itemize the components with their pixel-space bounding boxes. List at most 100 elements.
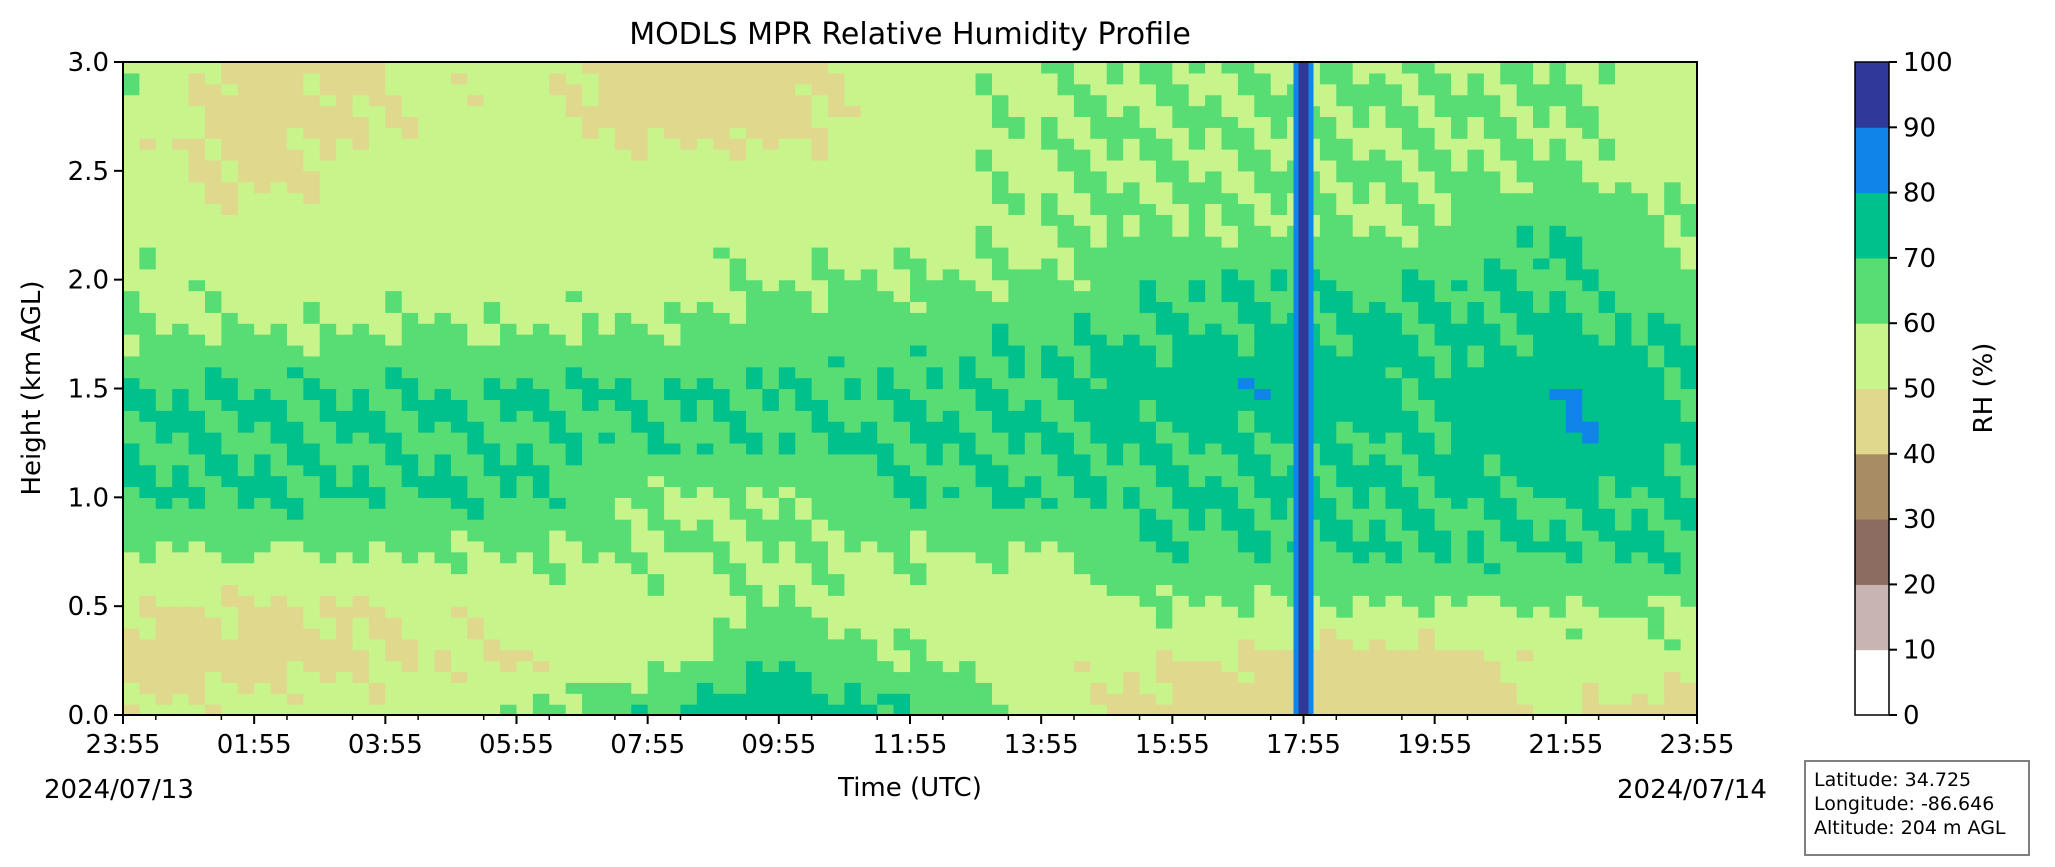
rh-cell (204, 105, 222, 118)
rh-cell (942, 573, 960, 585)
rh-cell (1057, 529, 1075, 542)
rh-cell (795, 551, 813, 564)
rh-cell (1172, 508, 1190, 520)
rh-cell (368, 508, 386, 520)
rh-cell (598, 475, 616, 488)
rh-cell (270, 693, 288, 705)
rh-cell (598, 192, 616, 205)
rh-cell (1352, 377, 1370, 390)
rh-cell (1057, 225, 1075, 237)
rh-cell (1123, 595, 1141, 607)
rh-cell (713, 159, 731, 172)
rh-cell (221, 236, 239, 248)
rh-cell (1319, 453, 1337, 466)
rh-cell (1418, 72, 1436, 85)
rh-cell (450, 116, 468, 128)
rh-cell (352, 573, 370, 585)
rh-cell (795, 127, 813, 139)
rh-cell (565, 127, 583, 139)
rh-cell (188, 704, 206, 715)
rh-cell (1221, 83, 1239, 96)
rh-cell (893, 627, 911, 640)
rh-cell (696, 377, 714, 390)
rh-cell (582, 551, 600, 564)
rh-cell (795, 247, 813, 259)
rh-cell (483, 421, 501, 433)
rh-cell (401, 366, 419, 379)
rh-cell (713, 649, 731, 662)
rh-cell (204, 279, 222, 292)
rh-cell (1090, 475, 1108, 488)
rh-cell (1205, 312, 1223, 324)
rh-cell (664, 562, 682, 575)
rh-cell (696, 551, 714, 564)
rh-cell (1418, 192, 1436, 205)
rh-cell (1123, 486, 1141, 498)
rh-cell (1385, 595, 1403, 607)
rh-cell (680, 410, 698, 422)
rh-cell (319, 138, 337, 150)
rh-cell (1237, 225, 1255, 237)
rh-cell (1172, 486, 1190, 498)
rh-cell (991, 192, 1009, 205)
rh-cell (746, 497, 764, 509)
rh-cell (1205, 94, 1223, 107)
rh-cell (319, 377, 337, 390)
rh-cell (1123, 225, 1141, 237)
rh-cell (1451, 203, 1469, 215)
rh-cell (139, 529, 157, 542)
rh-cell (860, 181, 878, 194)
rh-cell (1434, 268, 1452, 281)
rh-cell (614, 225, 632, 237)
rh-cell (1155, 323, 1173, 335)
rh-cell (1073, 366, 1091, 379)
rh-cell (1057, 268, 1075, 281)
rh-cell (1237, 540, 1255, 553)
rh-cell (237, 519, 255, 531)
rh-cell (385, 236, 403, 248)
rh-cell (467, 94, 485, 107)
rh-cell (860, 105, 878, 118)
rh-cell (1385, 83, 1403, 96)
rh-cell (959, 83, 977, 96)
rh-cell (270, 377, 288, 390)
rh-cell (1041, 453, 1059, 466)
rh-cell (729, 181, 747, 194)
rh-cell (1418, 584, 1436, 596)
rh-cell (582, 693, 600, 705)
rh-cell (1205, 584, 1223, 596)
rh-cell (418, 312, 436, 324)
rh-cell (1155, 127, 1173, 139)
rh-cell (1270, 584, 1288, 596)
rh-cell (450, 138, 468, 150)
rh-cell (1008, 442, 1026, 455)
rh-cell (975, 105, 993, 118)
rh-cell (188, 344, 206, 357)
rh-cell (155, 116, 173, 128)
rh-cell (631, 606, 649, 618)
rh-cell (500, 606, 518, 618)
rh-cell (1418, 529, 1436, 542)
rh-cell (1352, 464, 1370, 477)
rh-cell (614, 638, 632, 651)
rh-cell (926, 159, 944, 172)
rh-cell (1319, 627, 1337, 640)
rh-cell (286, 464, 304, 477)
rh-cell (270, 497, 288, 509)
rh-cell (450, 486, 468, 498)
rh-cell (319, 529, 337, 542)
rh-cell (877, 573, 895, 585)
rh-cell (1073, 649, 1091, 662)
rh-cell (237, 138, 255, 150)
rh-cell (237, 159, 255, 172)
rh-cell (664, 638, 682, 651)
rh-cell (746, 94, 764, 107)
rh-cell (286, 638, 304, 651)
rh-cell (434, 290, 452, 303)
rh-cell (1106, 127, 1124, 139)
rh-cell (1041, 290, 1059, 303)
rh-cell (1385, 551, 1403, 564)
rh-cell (319, 225, 337, 237)
rh-cell (991, 606, 1009, 618)
rh-cell (1467, 344, 1485, 357)
